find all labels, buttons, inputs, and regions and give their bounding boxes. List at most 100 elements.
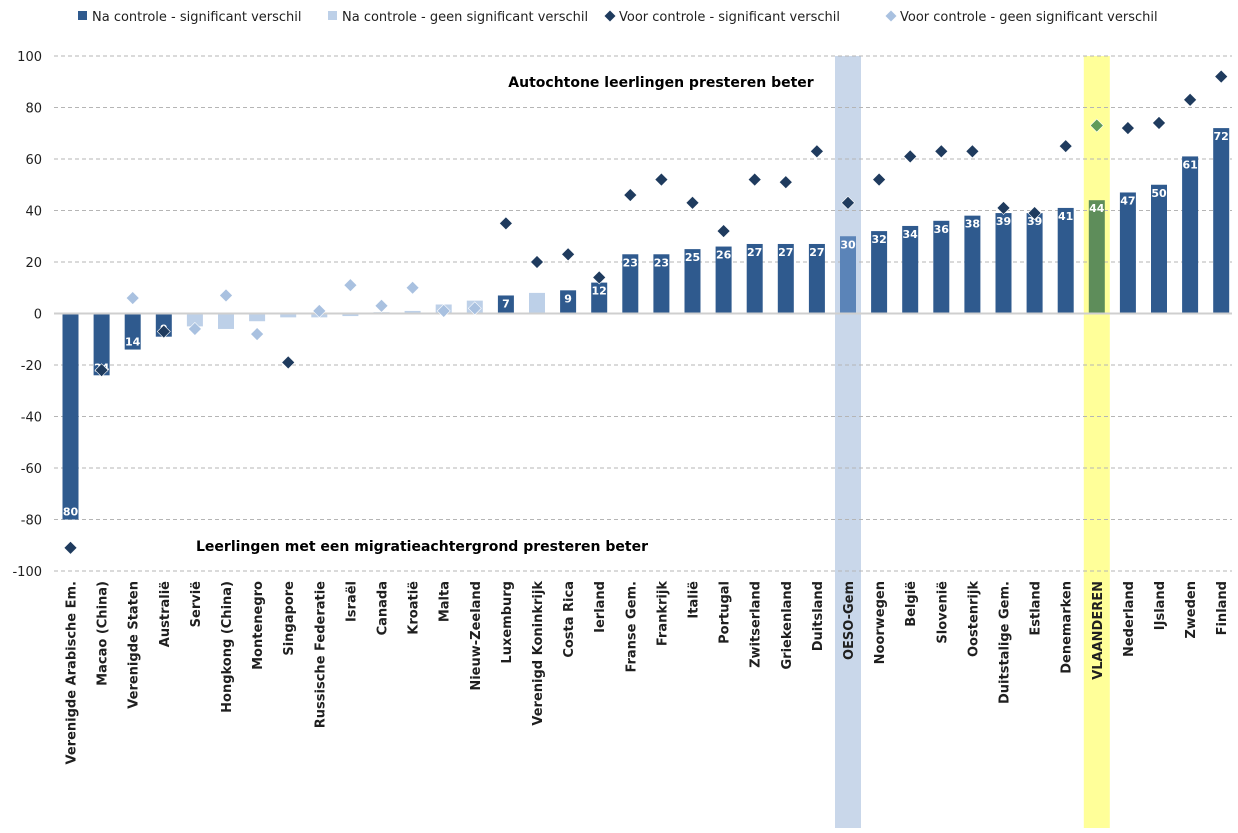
diamond-marker — [1058, 139, 1073, 154]
diamond-marker — [1120, 121, 1135, 136]
category-label: Noorwegen — [873, 581, 888, 664]
bar-value-label: 47 — [1120, 194, 1135, 207]
diamond-marker — [872, 172, 887, 187]
bar — [1088, 200, 1105, 314]
diamond-marker — [94, 363, 109, 378]
bar — [186, 313, 203, 327]
bar — [62, 313, 79, 520]
category-label: Finland — [1215, 581, 1230, 635]
bar-value-label: 27 — [747, 246, 762, 259]
bar-value-label: 61 — [1182, 158, 1197, 171]
bar — [653, 254, 670, 314]
category-label: Franse Gem. — [624, 581, 639, 673]
y-tick-label: -60 — [21, 462, 42, 477]
diamond-marker — [654, 172, 669, 187]
category-label: Verenigde Staten — [127, 581, 142, 709]
bar — [342, 313, 359, 317]
category-label: Slovenië — [935, 581, 950, 644]
y-axis-ticks: 100 80 60 40 20 0 -20 -40 -60 -80 -100 — [12, 50, 42, 580]
bar — [280, 313, 297, 318]
bar — [404, 310, 421, 314]
diamond-marker — [530, 255, 544, 269]
y-tick-label: 100 — [17, 50, 42, 65]
bar — [1213, 128, 1230, 314]
diamond-marker — [1152, 116, 1166, 130]
bar-value-label: 23 — [623, 256, 638, 269]
diamond-marker — [747, 172, 762, 187]
diamond-marker — [63, 540, 78, 555]
highlight-bands — [835, 56, 1110, 828]
diamond-marker — [592, 270, 607, 285]
diamond-marker — [965, 144, 980, 159]
bar — [808, 243, 825, 314]
category-label: Verenigde Arabische Em. — [65, 581, 80, 764]
category-label: VLAANDEREN — [1091, 581, 1106, 680]
bar — [497, 295, 514, 314]
bar — [622, 254, 639, 314]
bar-value-label: 27 — [778, 246, 793, 259]
bar — [902, 225, 919, 314]
legend-swatch — [328, 11, 337, 20]
legend-label: Na controle - geen significant verschil — [342, 10, 588, 25]
bar — [591, 282, 608, 314]
diamond-marker — [250, 327, 265, 342]
bar — [995, 213, 1012, 314]
bar-value-label: 50 — [1151, 187, 1167, 200]
bar-value-label: 14 — [125, 336, 141, 349]
diamond-marker — [685, 195, 700, 210]
bar — [1119, 192, 1136, 314]
bar — [871, 231, 888, 314]
category-labels: Verenigde Arabische Em. Macao (China) Vere… — [65, 581, 1231, 765]
bar-value-label: 80 — [63, 506, 79, 519]
category-label: Duitstalige Gem. — [998, 581, 1013, 704]
bar-value-label: 34 — [903, 228, 919, 241]
bar — [1182, 156, 1199, 314]
category-label: Verenigd Koninkrijk — [531, 581, 546, 726]
category-label: Australië — [158, 581, 173, 647]
bar-value-label: 25 — [685, 251, 700, 264]
diamond-marker — [841, 195, 855, 210]
category-label: Canada — [376, 581, 391, 635]
y-tick-label: 80 — [25, 102, 42, 117]
bar — [777, 243, 794, 314]
bar-value-label: 23 — [654, 256, 669, 269]
bar-value-label: 39 — [996, 215, 1011, 228]
category-label: Portugal — [718, 581, 733, 644]
diamond-marker — [903, 149, 918, 164]
diamond-marker — [187, 322, 202, 336]
y-tick-label: -100 — [12, 565, 42, 580]
bar — [746, 243, 763, 314]
y-tick-label: 40 — [25, 205, 42, 220]
category-label: OESO-Gem — [842, 581, 857, 660]
category-label: Zwitserland — [749, 581, 764, 668]
category-label: Estland — [1029, 581, 1044, 636]
bar — [529, 292, 545, 314]
bar-value-label: 9 — [564, 292, 572, 305]
highlight-band — [835, 56, 861, 828]
category-label: Singapore — [282, 581, 297, 656]
y-tick-label: 0 — [34, 308, 42, 323]
highlight-band — [1083, 56, 1110, 828]
diamond-marker — [778, 175, 793, 190]
category-label: Malta — [438, 581, 453, 622]
bar-value-label: 39 — [1027, 215, 1042, 228]
legend-swatch — [885, 10, 897, 22]
bar — [1026, 213, 1043, 314]
diamond-marker — [1027, 206, 1042, 220]
annotation-top: Autochtone leerlingen presteren beter — [508, 75, 814, 91]
diamond-marker — [1089, 118, 1104, 133]
bar-value-label: 38 — [965, 218, 980, 231]
y-tick-label: -80 — [21, 514, 42, 529]
diamond-marker — [498, 216, 513, 231]
legend-label: Voor controle - geen significant verschi… — [900, 10, 1158, 25]
category-label: Servië — [189, 581, 204, 628]
y-tick-label: 60 — [25, 153, 42, 168]
diamond-marker — [405, 280, 420, 295]
legend: Na controle - significant verschil Na con… — [78, 10, 1158, 25]
diamond-marker — [996, 201, 1011, 215]
category-label: Frankrijk — [655, 581, 670, 646]
category-label: Montenegro — [251, 581, 266, 670]
bar — [1057, 207, 1074, 314]
bar-labels: 8024149791223232526272727303234363839394… — [63, 130, 1229, 518]
